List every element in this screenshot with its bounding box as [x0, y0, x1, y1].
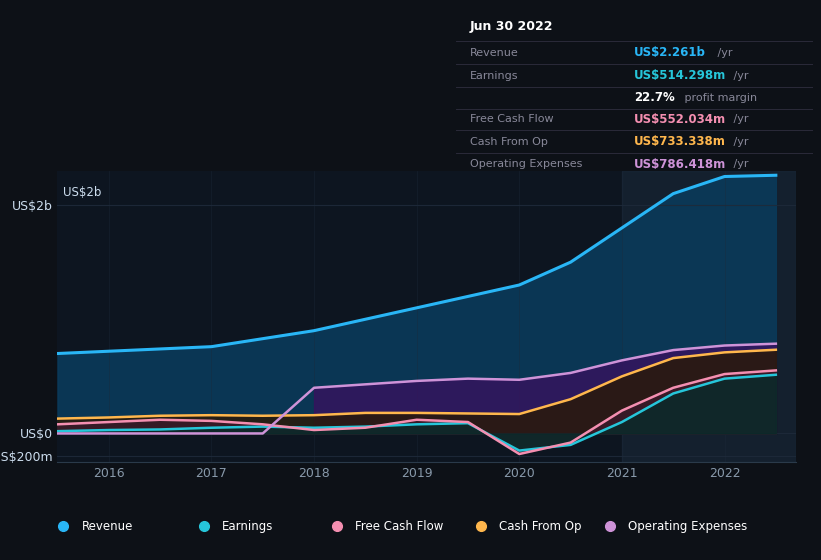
Text: US$514.298m: US$514.298m — [635, 69, 727, 82]
Text: Cash From Op: Cash From Op — [499, 520, 581, 533]
Bar — [622, 171, 796, 462]
Text: /yr: /yr — [730, 71, 749, 81]
Text: Revenue: Revenue — [82, 520, 133, 533]
Text: /yr: /yr — [730, 114, 749, 124]
Text: Revenue: Revenue — [470, 48, 519, 58]
Text: US$2b: US$2b — [62, 186, 101, 199]
Text: profit margin: profit margin — [681, 93, 757, 103]
Text: /yr: /yr — [730, 137, 749, 147]
Text: Operating Expenses: Operating Expenses — [470, 159, 582, 169]
Text: Earnings: Earnings — [222, 520, 273, 533]
Text: US$2.261b: US$2.261b — [635, 46, 706, 59]
Text: US$786.418m: US$786.418m — [635, 157, 727, 170]
Text: Jun 30 2022: Jun 30 2022 — [470, 20, 553, 32]
Text: 22.7%: 22.7% — [635, 91, 675, 104]
Text: Earnings: Earnings — [470, 71, 518, 81]
Text: /yr: /yr — [713, 48, 732, 58]
Text: Free Cash Flow: Free Cash Flow — [470, 114, 553, 124]
Text: /yr: /yr — [730, 159, 749, 169]
Text: Operating Expenses: Operating Expenses — [629, 520, 748, 533]
Text: US$552.034m: US$552.034m — [635, 113, 727, 126]
Text: Free Cash Flow: Free Cash Flow — [355, 520, 443, 533]
Text: US$733.338m: US$733.338m — [635, 135, 726, 148]
Text: Cash From Op: Cash From Op — [470, 137, 548, 147]
